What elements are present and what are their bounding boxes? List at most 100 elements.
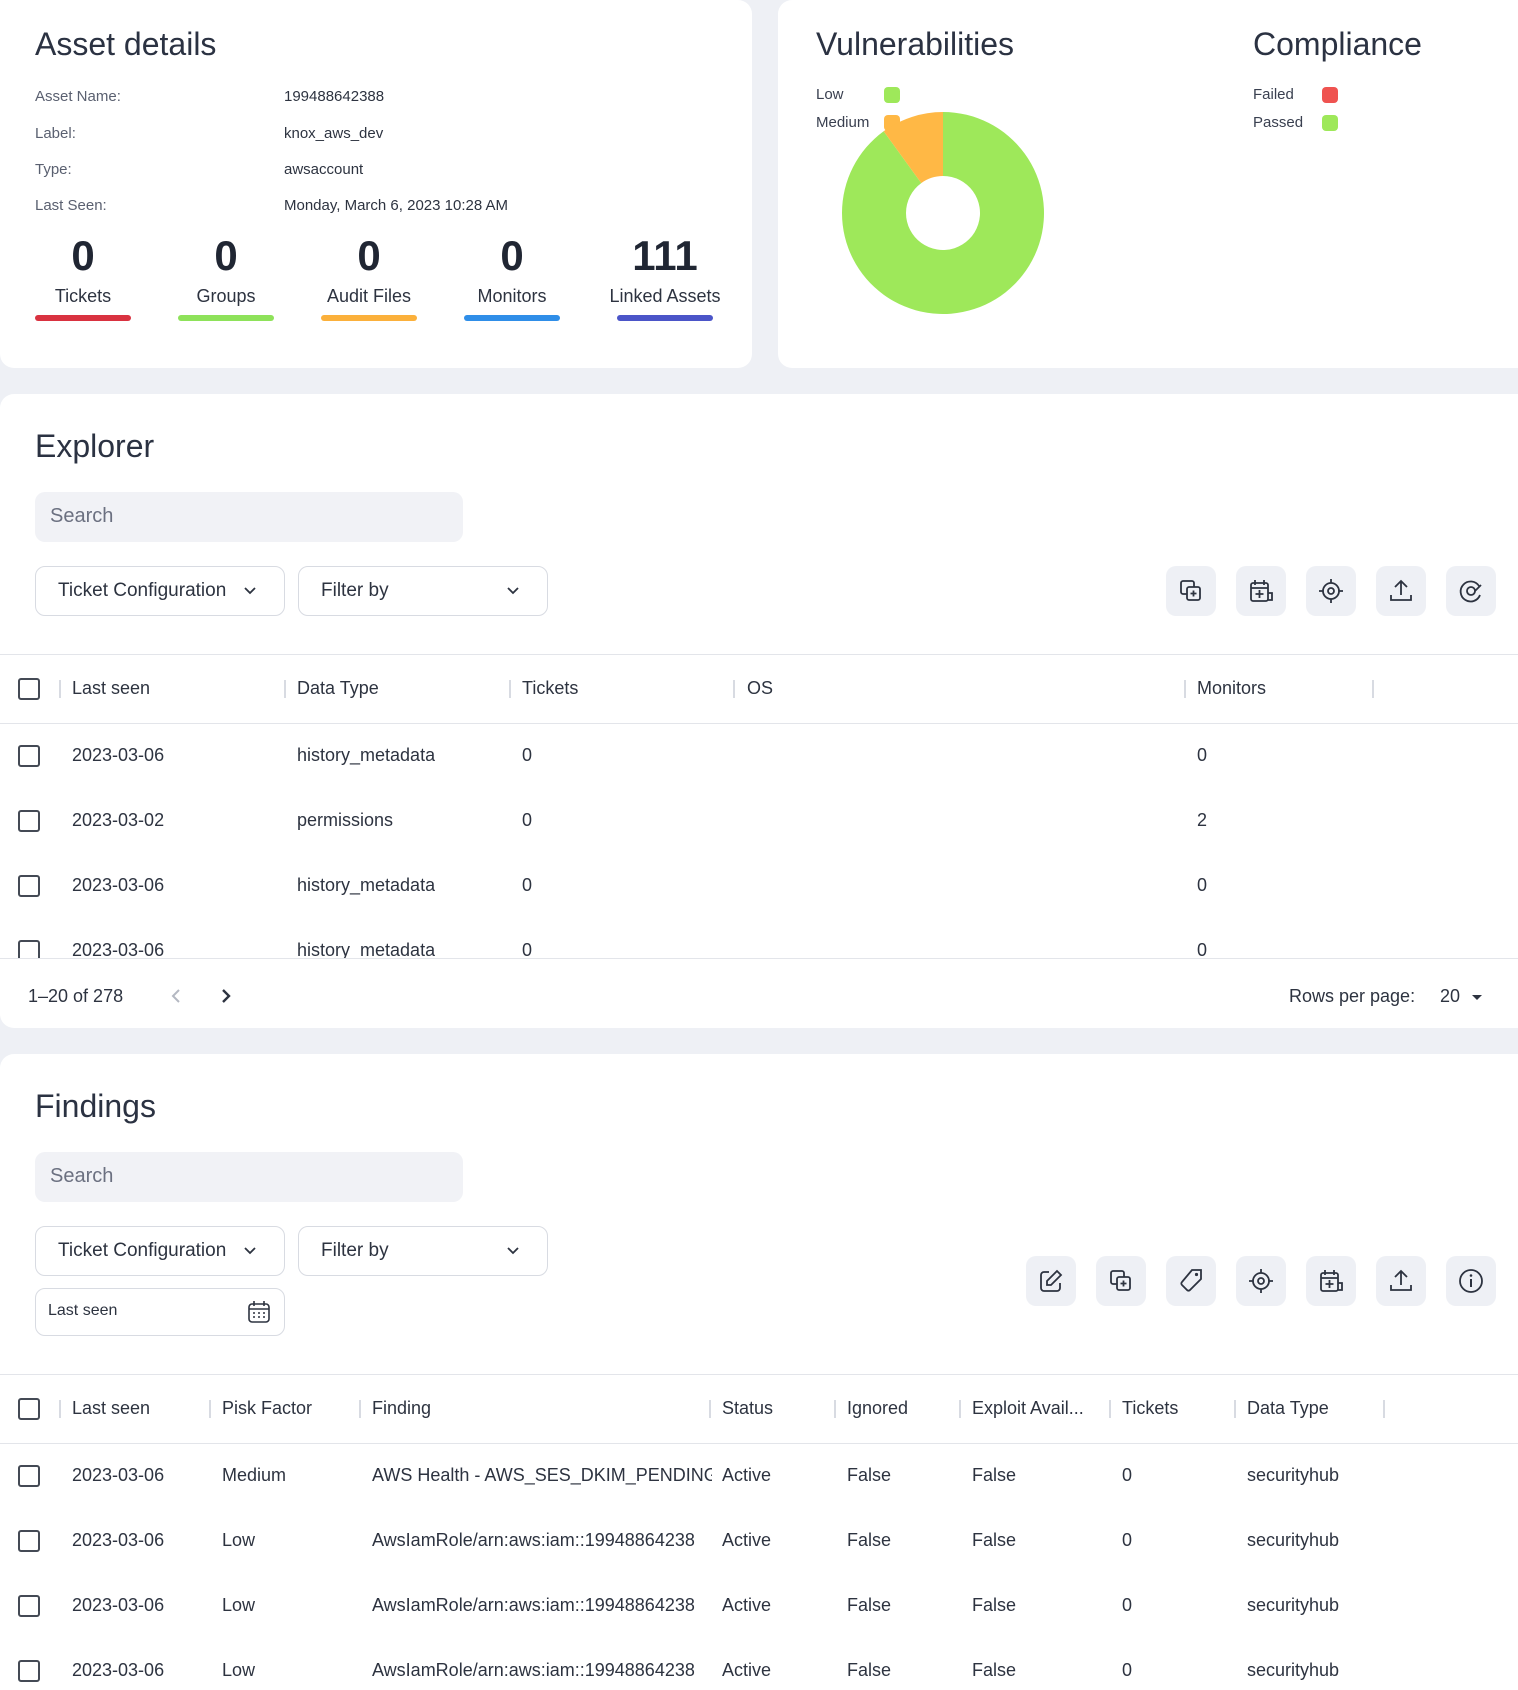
stat-linked-assets-label: Linked Assets (609, 286, 721, 306)
chevron-left-icon[interactable] (166, 986, 186, 1006)
stat-groups-label: Groups (196, 286, 256, 306)
row-checkbox[interactable] (18, 1660, 40, 1682)
explorer-filter-dropdown[interactable]: Filter by (298, 566, 548, 616)
findings-last-seen-date-field[interactable]: Last seen (35, 1288, 285, 1336)
cell-data-type: permissions (297, 810, 394, 830)
explorer-title: Explorer (35, 428, 155, 464)
calendar-icon[interactable] (246, 1299, 272, 1325)
column-separator (733, 680, 735, 698)
row-checkbox[interactable] (18, 745, 40, 767)
cell-exploit: False (972, 1530, 1017, 1550)
findings-col-finding[interactable]: Finding (372, 1398, 432, 1418)
target-button[interactable] (1236, 1256, 1286, 1306)
cell-status: Active (722, 1660, 772, 1680)
legend-failed-label: Failed (1253, 86, 1294, 103)
calendar-plus-icon (1320, 1270, 1343, 1292)
explorer-filter-label: Filter by (321, 580, 389, 601)
stat-tickets[interactable]: 0 Tickets (35, 228, 131, 321)
findings-col-risk-factor[interactable]: Pisk Factor (222, 1398, 313, 1418)
legend-low-swatch[interactable] (884, 87, 900, 103)
column-separator (1234, 1400, 1236, 1418)
asset-details-title: Asset details (35, 26, 217, 62)
asset-name-value: 199488642388 (284, 88, 385, 105)
copy-plus-icon (1110, 1270, 1131, 1291)
findings-col-ignored[interactable]: Ignored (847, 1398, 909, 1418)
stat-groups[interactable]: 0 Groups (178, 228, 274, 321)
stat-tickets-value: 0 (71, 232, 95, 279)
donut-slice-low[interactable] (842, 112, 1044, 314)
caret-down-icon[interactable] (1470, 990, 1484, 1004)
calendar-plus-icon (1250, 580, 1273, 602)
chevron-right-icon[interactable] (216, 986, 236, 1006)
explorer-col-monitors[interactable]: Monitors (1197, 678, 1267, 698)
explorer-col-os[interactable]: OS (747, 678, 774, 698)
cell-data-type: securityhub (1247, 1530, 1340, 1550)
findings-col-exploit[interactable]: Exploit Avail... (972, 1398, 1084, 1418)
stat-audit-files[interactable]: 0 Audit Files (321, 228, 417, 321)
chevron-down-icon (244, 587, 256, 595)
findings-col-last-seen[interactable]: Last seen (72, 1398, 151, 1418)
cell-tickets: 0 (522, 810, 533, 830)
cell-finding: AwsIamRole/arn:aws:iam::19948864238 (372, 1660, 695, 1680)
cell-risk-factor: Low (222, 1660, 256, 1680)
cell-tickets: 0 (1122, 1530, 1133, 1550)
copy-plus-icon (1180, 580, 1201, 601)
findings-date-label: Last seen (48, 1302, 118, 1319)
legend-passed-swatch[interactable] (1322, 115, 1338, 131)
stat-linked-assets-bar (617, 315, 713, 321)
cell-monitors: 0 (1197, 875, 1208, 895)
stat-audit-files-bar (321, 315, 417, 321)
findings-card: Findings Search Ticket Configuration Fil… (0, 1054, 1518, 1690)
upload-button[interactable] (1376, 566, 1426, 616)
findings-ticket-config-dropdown[interactable]: Ticket Configuration (35, 1226, 285, 1276)
stat-monitors[interactable]: 0 Monitors (464, 228, 560, 321)
target-button[interactable] (1306, 566, 1356, 616)
explorer-select-all-checkbox[interactable] (18, 678, 40, 700)
findings-title: Findings (35, 1088, 156, 1124)
calendar-plus-button[interactable] (1236, 566, 1286, 616)
at-sign-button[interactable] (1446, 566, 1496, 616)
vulnerabilities-card: Vulnerabilities Low Medium Compliance Fa… (778, 0, 1518, 368)
row-checkbox[interactable] (18, 1595, 40, 1617)
findings-col-data-type[interactable]: Data Type (1247, 1398, 1329, 1418)
row-checkbox[interactable] (18, 1465, 40, 1487)
stat-monitors-label: Monitors (477, 286, 547, 306)
info-button[interactable] (1446, 1256, 1496, 1306)
explorer-card: Explorer Search Ticket Configuration Fil… (0, 394, 1518, 1028)
cell-tickets: 0 (1122, 1465, 1133, 1485)
legend-failed-swatch[interactable] (1322, 87, 1338, 103)
copy-plus-button[interactable] (1096, 1256, 1146, 1306)
explorer-col-last-seen[interactable]: Last seen (72, 678, 151, 698)
cell-finding: AwsIamRole/arn:aws:iam::19948864238 (372, 1530, 695, 1550)
findings-ticket-config-label: Ticket Configuration (58, 1240, 227, 1261)
cell-risk-factor: Low (222, 1530, 256, 1550)
tag-button[interactable] (1166, 1256, 1216, 1306)
edit-button[interactable] (1026, 1256, 1076, 1306)
table-row[interactable]: 2023-03-06 history_metadata 0 0 (0, 924, 1518, 958)
explorer-search-input[interactable]: Search (35, 492, 463, 542)
copy-plus-button[interactable] (1166, 566, 1216, 616)
cell-last-seen: 2023-03-06 (72, 1530, 165, 1550)
findings-filter-dropdown[interactable]: Filter by (298, 1226, 548, 1276)
explorer-col-data-type[interactable]: Data Type (297, 678, 379, 698)
findings-select-all-checkbox[interactable] (18, 1398, 40, 1420)
type-value: awsaccount (284, 161, 364, 178)
findings-col-tickets[interactable]: Tickets (1122, 1398, 1179, 1418)
explorer-col-tickets[interactable]: Tickets (522, 678, 579, 698)
row-checkbox[interactable] (18, 940, 40, 958)
cell-data-type: history_metadata (297, 745, 436, 765)
cell-finding: AWS Health - AWS_SES_DKIM_PENDING (372, 1465, 712, 1485)
explorer-ticket-config-dropdown[interactable]: Ticket Configuration (35, 566, 285, 616)
rows-per-page-select[interactable]: 20 (1440, 986, 1461, 1006)
donut-slice-medium[interactable] (883, 112, 943, 184)
type-label: Type: (35, 161, 72, 178)
row-checkbox[interactable] (18, 875, 40, 897)
stat-linked-assets[interactable]: 111 Linked Assets (609, 228, 721, 321)
calendar-plus-button[interactable] (1306, 1256, 1356, 1306)
upload-button[interactable] (1376, 1256, 1426, 1306)
rows-per-page-label: Rows per page: (1289, 986, 1416, 1006)
findings-search-input[interactable]: Search (35, 1152, 463, 1202)
row-checkbox[interactable] (18, 1530, 40, 1552)
row-checkbox[interactable] (18, 810, 40, 832)
findings-col-status[interactable]: Status (722, 1398, 774, 1418)
